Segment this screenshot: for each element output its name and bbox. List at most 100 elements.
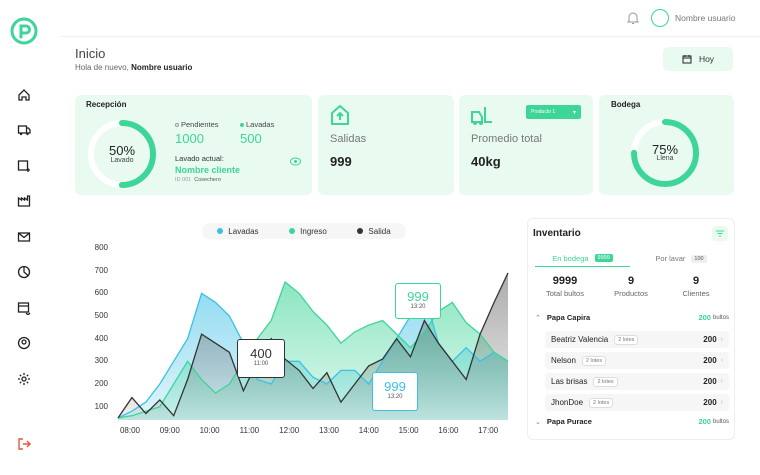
filter-button[interactable] [712,226,728,241]
home-icon[interactable] [15,86,33,104]
cliente-meta: ID 001 Cosechero [175,177,221,183]
user-settings-icon[interactable] [15,334,33,352]
row-name: JhonDoe [551,398,584,407]
row-value: 200 [703,335,717,344]
bodega-title: Bodega [611,100,641,109]
bodega-gauge [631,119,699,187]
chevron-down-icon: ⌄ [535,418,541,426]
pie-chart-icon[interactable] [15,263,33,281]
chevron-right-icon: › [720,378,723,385]
lavado-actual-label: Lavado actual: [175,154,224,163]
group-papa-capira[interactable]: ⌃ Papa Capira 200 bultos [535,313,729,322]
row-lotes-badge: 2 lotes [614,334,639,345]
settings-gear-icon[interactable] [15,370,33,388]
x-tick-label: 13:00 [318,426,340,435]
greeting-text: Hola de nuevo, [75,63,129,72]
legend-lavadas[interactable]: Lavadas [217,227,259,236]
forklift-icon [470,104,494,131]
chart-legend: Lavadas Ingreso Salida [202,223,406,239]
series-line-ingreso[interactable] [117,280,509,419]
recepcion-title: Recepción [86,100,127,109]
bodega-percent: 75% [651,142,679,157]
tab-en-bodega[interactable]: En bodega 9999 [535,250,630,267]
user-name[interactable]: Nombre usuario [675,13,736,23]
bodega-card [599,95,734,195]
date-filter-label: Hoy [698,54,715,64]
stat-label: Total bultos [546,289,584,298]
y-tick-label: 200 [94,379,108,388]
chevron-right-icon: › [720,399,723,406]
truck-icon[interactable] [15,121,33,139]
x-tick-label: 14:00 [358,426,379,435]
producto-dropdown[interactable]: Producto 1 ▾ [526,105,581,119]
list-item[interactable]: Nelson 2 lotes 200 › [545,352,729,369]
date-filter-button[interactable]: Hoy [663,47,733,71]
y-tick-label: 500 [94,311,108,320]
greeting-name: Nombre usuario [131,63,193,72]
x-tick-label: 08:00 [119,426,141,435]
logout-icon[interactable] [15,435,33,453]
stat-value: 9999 [552,275,578,287]
salidas-value: 999 [330,154,352,169]
tooltip-ingreso: 999 13:20 [372,372,418,411]
lavadas-value: 500 [240,131,262,146]
group-total: 200 [698,313,711,322]
logo [10,17,38,45]
stat-label: Productos [614,289,648,298]
stat-productos: 9 Productos [601,275,661,298]
legend-ingreso[interactable]: Ingreso [289,227,327,236]
x-tick-label: 12:00 [279,426,300,435]
series-line-salida[interactable] [117,272,509,419]
list-item[interactable]: Las brisas 2 lotes 200 › [545,373,729,390]
recepcion-caption: Lavado [110,157,134,164]
salidas-card [318,95,454,195]
cliente-name[interactable]: Nombre cliente [175,165,241,175]
x-tick-label: 11:00 [239,426,260,435]
recepcion-gauge [88,120,156,188]
stat-clientes: 9 Clientes [666,275,726,298]
group-papa-purace[interactable]: ⌄ Papa Purace 200 bultos [535,417,729,426]
y-tick-label: 600 [94,288,108,298]
factory-icon[interactable] [15,192,33,210]
x-tick-label: 16:00 [438,426,459,435]
promedio-value: 40kg [471,154,501,169]
notification-bell-icon[interactable] [626,11,640,25]
row-name: Nelson [551,356,576,365]
stat-total-bultos: 9999 Total bultos [535,275,595,298]
chevron-down-icon: ▾ [572,109,576,116]
calendar-icon [682,55,692,64]
add-entry-icon[interactable] [15,157,33,175]
recepcion-card [75,95,312,195]
greeting: Hola de nuevo, Nombre usuario [75,63,192,72]
x-tick-label: 10:00 [199,426,220,435]
tooltip-time: 13:20 [410,304,426,310]
producto-dropdown-label: Producto 1 [531,109,556,115]
tab-por-lavar[interactable]: Por lavar 100 [636,250,726,267]
y-tick-label: 700 [94,265,108,275]
salidas-label: Salidas [330,133,367,145]
row-lotes-badge: 2 lotes [593,376,618,387]
group-unit: bultos [712,314,729,321]
report-icon[interactable] [15,299,33,317]
group-name: Papa Capira [546,313,591,322]
tooltip-salida: 400 11:00 [237,339,285,378]
lavadas-label: Lavadas [240,120,274,129]
stat-label: Clientes [682,289,710,298]
x-tick-label: 09:00 [159,426,180,435]
inventario-title: Inventario [533,228,581,239]
tooltip-lavadas: 999 13:20 [395,283,441,319]
tab-en-bodega-label: En bodega [552,253,589,263]
y-tick-label: 400 [94,333,108,343]
legend-salida[interactable]: Salida [357,227,391,236]
bodega-caption: Llena [656,155,674,162]
pendientes-label: Pendientes [175,120,219,129]
list-item[interactable]: Beatriz Valencia 2 lotes 200 › [545,331,729,348]
view-eye-icon[interactable] [290,153,301,171]
list-item[interactable]: JhonDoe 2 lotes 200 › [545,394,729,411]
pendientes-value: 1000 [175,131,204,146]
row-value: 200 [703,377,717,386]
avatar[interactable] [651,9,669,27]
row-value: 200 [703,356,717,365]
mail-icon[interactable] [15,228,33,246]
x-tick-label: 15:00 [398,426,419,435]
